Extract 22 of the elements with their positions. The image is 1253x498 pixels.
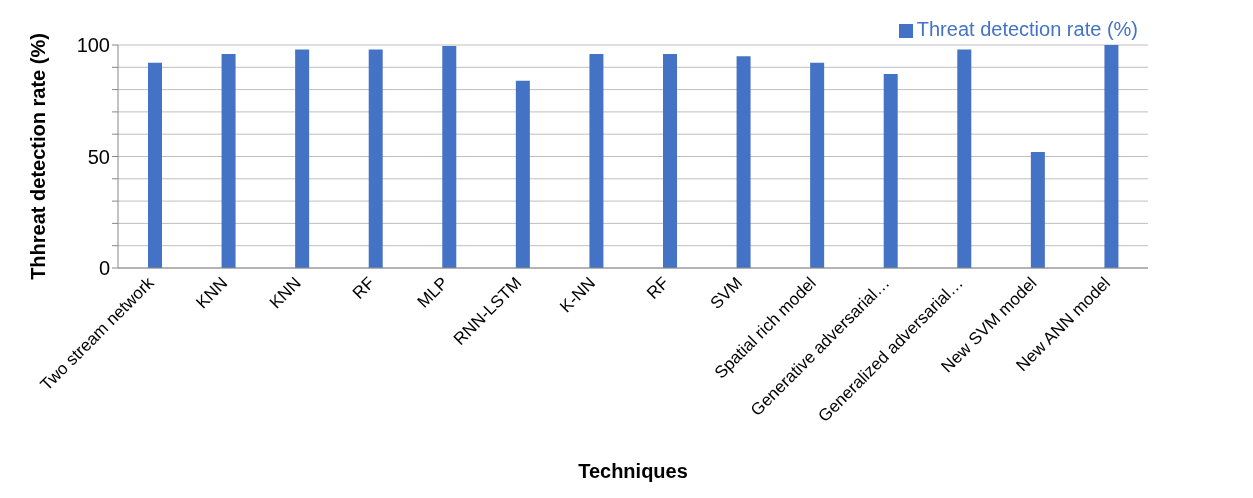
bar [1030,152,1045,268]
bar [148,62,162,268]
bar [957,49,972,268]
y-tick-label: 50 [87,145,110,168]
bar [1104,45,1119,268]
x-tick-label: RF [348,273,379,303]
bar [368,49,383,268]
bar [589,53,604,268]
bar [736,56,751,268]
y-tick-label: 100 [76,34,110,57]
y-axis-title: Thhreat detection rate (%) [27,33,50,280]
bar [295,49,310,268]
legend-label: Threat detection rate (%) [916,18,1138,40]
y-tick-label: 0 [98,257,110,280]
x-axis-title: Techniques [578,460,688,482]
x-tick-label: RF [643,273,673,303]
bar [810,62,825,268]
bar [883,73,898,268]
bar [221,53,236,268]
bar [515,80,530,268]
bar [442,46,457,268]
bar [663,53,677,268]
